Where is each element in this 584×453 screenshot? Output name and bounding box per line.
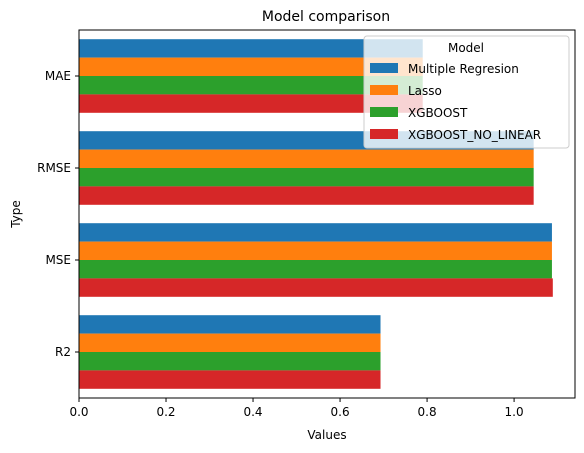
y-tick-label: R2 — [55, 345, 71, 359]
bar-r2-xgboost-no-linear — [79, 370, 381, 389]
bar-r2-xgboost — [79, 352, 381, 371]
y-tick-label: RMSE — [37, 161, 71, 175]
bar-mae-multiple-regresion — [79, 39, 423, 58]
bar-mse-multiple-regresion — [79, 223, 552, 242]
y-tick-label: MSE — [45, 253, 71, 267]
legend-box — [363, 35, 570, 149]
bar-rmse-xgboost-no-linear — [79, 186, 534, 205]
bar-mae-lasso — [79, 57, 423, 76]
bar-mse-xgboost-no-linear — [79, 278, 553, 297]
chart-title: Model comparison — [262, 9, 390, 25]
x-axis-label: Values — [307, 428, 346, 442]
x-tick-label: 0.4 — [243, 405, 262, 419]
bar-mae-xgboost-no-linear — [79, 94, 423, 113]
bar-r2-lasso — [79, 333, 381, 352]
legend-swatch — [370, 85, 398, 95]
x-tick-label: 0.6 — [331, 405, 350, 419]
ticks-layer: MAE RMSE MSE R2 0.0 0.2 0.4 0.6 0.8 1.0 — [37, 69, 524, 419]
legend-title: Model — [448, 41, 484, 55]
legend-swatch — [370, 129, 398, 139]
legend-label: XGBOOST — [408, 106, 468, 120]
bar-mae-xgboost — [79, 76, 423, 95]
x-tick-label: 0.8 — [418, 405, 437, 419]
plot-frame — [78, 29, 576, 399]
bar-mse-xgboost — [79, 260, 552, 279]
legend-swatch — [370, 63, 398, 73]
bar-rmse-xgboost — [79, 168, 534, 187]
bar-mse-lasso — [79, 241, 552, 260]
legend-items: Multiple Regresion Lasso XGBOOST XGBOOST_NO… — [370, 62, 541, 142]
bar-rmse-lasso — [79, 149, 534, 168]
x-tick-label: 0.0 — [69, 405, 88, 419]
bars-layer — [79, 39, 553, 389]
legend: Model Multiple Regresion Lasso XGBOOST XGBO… — [363, 35, 570, 149]
legend-swatch — [370, 107, 398, 117]
legend-label: Multiple Regresion — [408, 62, 519, 76]
y-tick-label: MAE — [45, 69, 71, 83]
y-axis-label: Type — [9, 200, 23, 229]
legend-label: XGBOOST_NO_LINEAR — [408, 128, 541, 142]
x-tick-label: 1.0 — [505, 405, 524, 419]
legend-label: Lasso — [408, 84, 442, 98]
bar-r2-multiple-regresion — [79, 315, 381, 334]
x-tick-label: 0.2 — [156, 405, 175, 419]
